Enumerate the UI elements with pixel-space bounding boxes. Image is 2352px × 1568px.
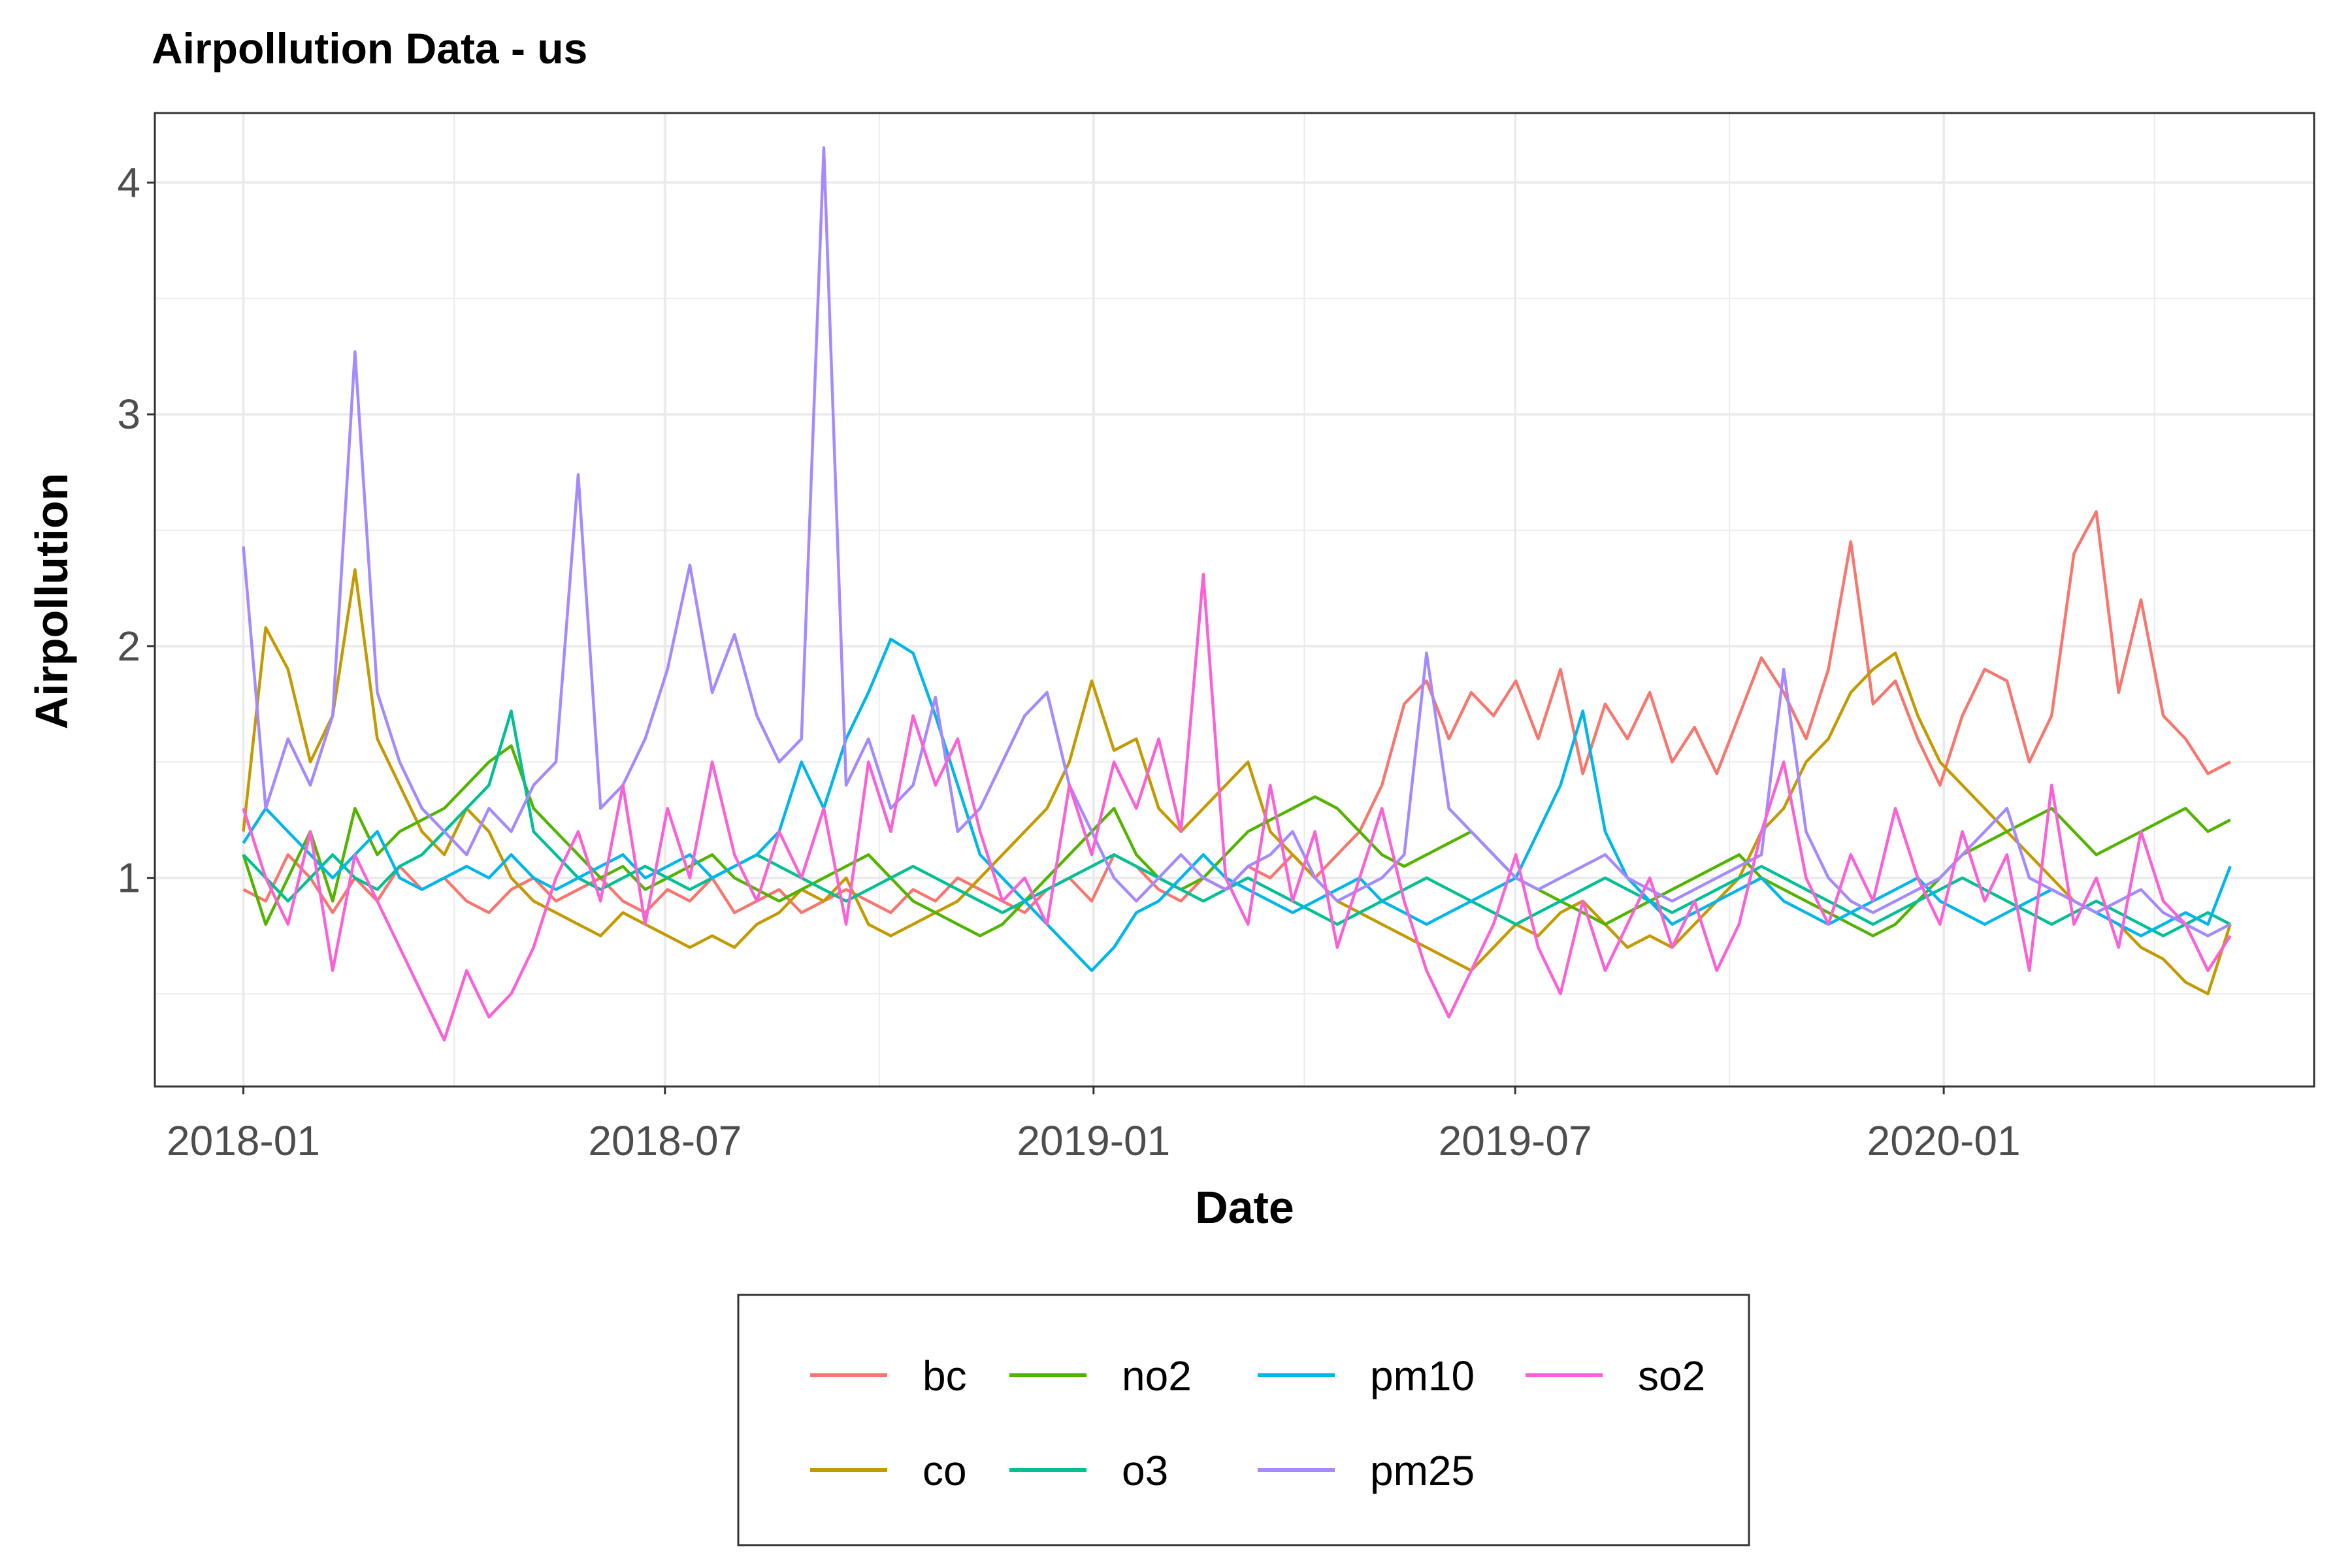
x-tick-label: 2018-01 (167, 1117, 320, 1164)
x-axis-title: Date (1195, 1182, 1294, 1233)
x-tick-label: 2020-01 (1867, 1117, 2021, 1164)
plot-panel-border (154, 112, 2315, 1088)
chart-title: Airpollution Data - us (152, 24, 588, 73)
grid-lines (155, 113, 2314, 1086)
x-tick-label: 2018-07 (588, 1117, 742, 1164)
x-axis: 2018-01 2018-07 2019-01 2019-07 2020-01 (167, 1086, 2021, 1164)
x-tick-label: 2019-07 (1439, 1117, 1592, 1164)
series-line-co (242, 568, 2232, 996)
y-tick-label: 3 (117, 391, 140, 438)
legend-label-bc: bc (923, 1352, 967, 1399)
legend-box (737, 1294, 1750, 1546)
y-axis-title: Airpollution (26, 473, 77, 730)
legend-label-pm25: pm25 (1370, 1447, 1475, 1494)
series-line-so2 (242, 572, 2232, 1042)
legend-label-co: co (923, 1447, 967, 1494)
legend: bc co no2 o3 pm10 pm25 so2 (737, 1294, 1750, 1546)
legend-label-pm10: pm10 (1370, 1352, 1475, 1399)
y-axis: 1 2 3 4 (117, 159, 155, 902)
series-line-no2 (242, 744, 2231, 938)
series-lines (242, 146, 2232, 1042)
legend-label-no2: no2 (1122, 1352, 1192, 1399)
y-tick-label: 2 (117, 623, 140, 670)
series-line-bc (242, 510, 2231, 915)
legend-label-so2: so2 (1638, 1352, 1705, 1399)
y-tick-label: 1 (117, 855, 140, 902)
series-line-pm10 (242, 638, 2232, 972)
legend-label-o3: o3 (1122, 1447, 1168, 1494)
series-line-pm25 (242, 146, 2231, 938)
y-tick-label: 4 (117, 159, 140, 206)
x-tick-label: 2019-01 (1017, 1117, 1170, 1164)
